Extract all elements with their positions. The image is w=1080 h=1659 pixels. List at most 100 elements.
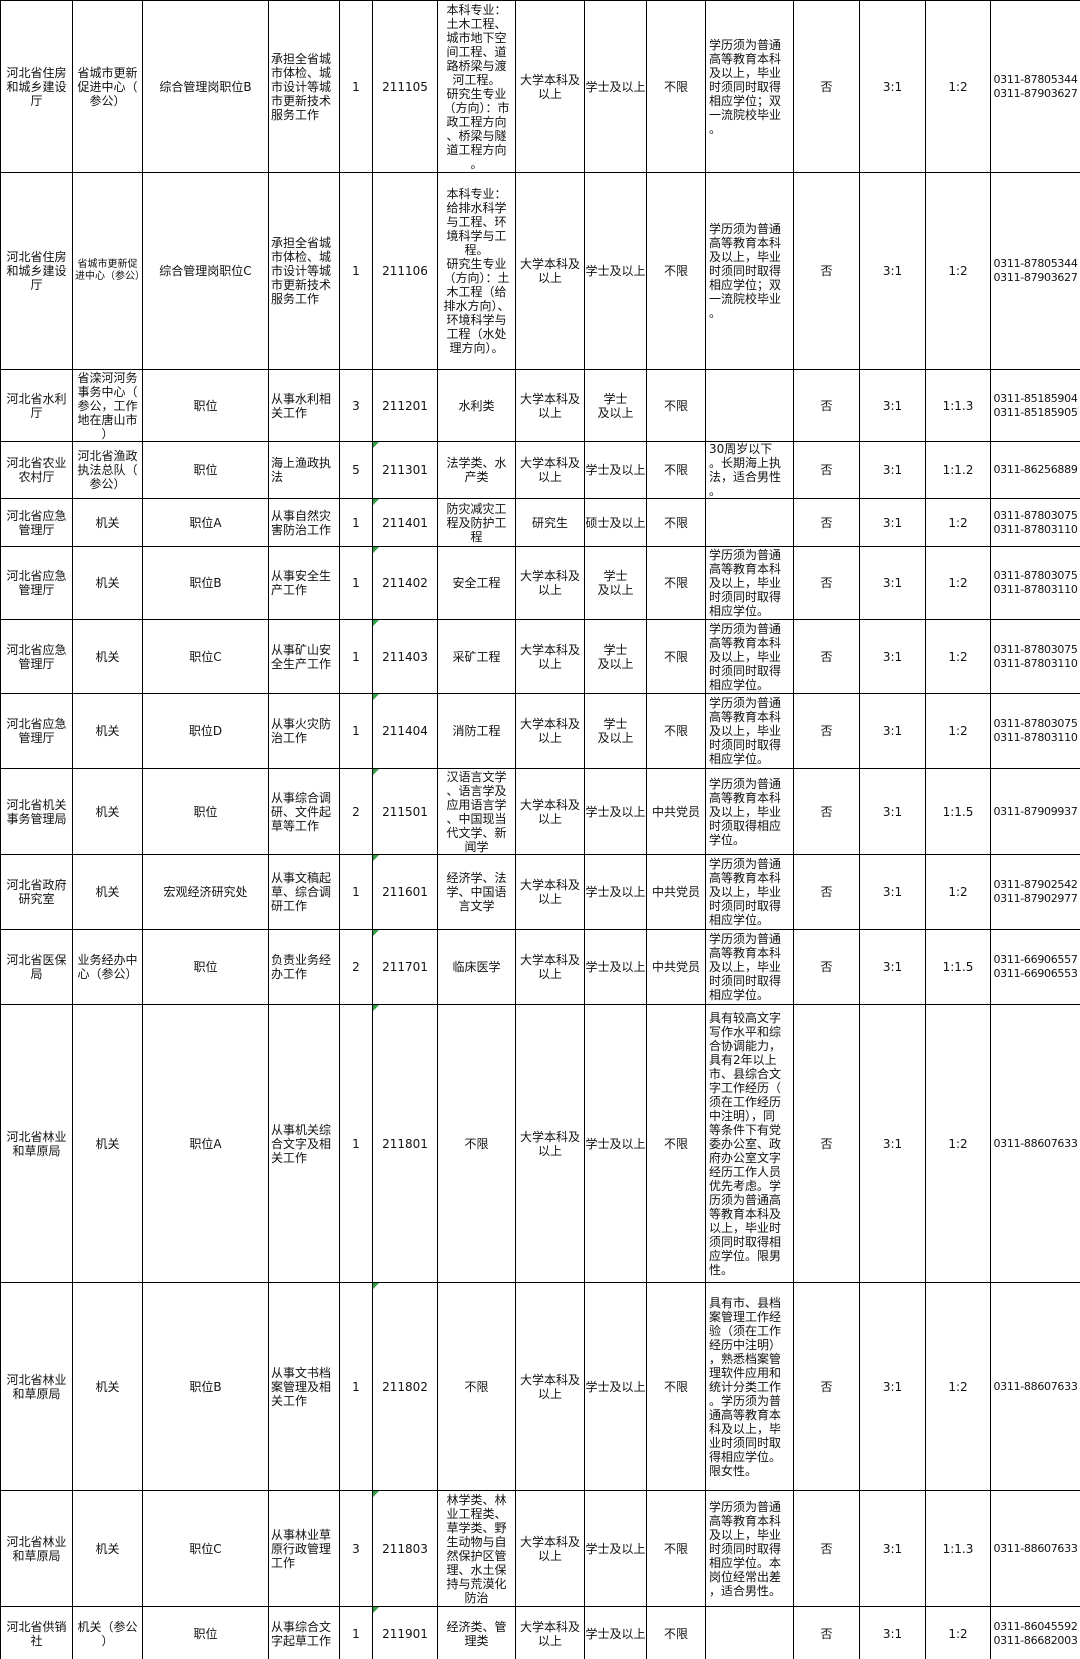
cell-position-name[interactable]: 职位C [142,619,269,694]
cell-political-status[interactable]: 不限 [646,1490,706,1607]
cell-major[interactable]: 安全工程 [437,546,516,620]
cell-org[interactable]: 河北省医保局 [0,929,73,1005]
cell-org[interactable]: 河北省机关事务管理局 [0,768,73,855]
cell-headcount[interactable]: 1 [339,693,373,769]
cell-major[interactable]: 采矿工程 [437,619,516,694]
cell-major[interactable]: 林学类、林业工程类、草学类、野生动物与自然保护区管理、水土保持与荒漠化防治 [437,1490,516,1607]
cell-degree[interactable]: 学士及以上 [584,1490,647,1607]
cell-contact-phone[interactable]: 0311-66906557 0311-66906553 [990,929,1080,1005]
cell-position-name[interactable]: 职位 [142,369,269,442]
cell-inspection-ratio[interactable]: 1:1.3 [925,1490,991,1607]
cell-interview-ratio[interactable]: 3:1 [859,693,926,769]
cell-major[interactable]: 本科专业：给排水科学与工程、环境科学与工程。 研究生专业（方向）：土木工程（给排… [437,172,516,370]
cell-interview-ratio[interactable]: 3:1 [859,619,926,694]
cell-position-name[interactable]: 职位 [142,1606,269,1659]
cell-professional-test-flag[interactable]: 否 [793,0,860,173]
cell-contact-phone[interactable]: 0311-87805344 0311-87903627 [990,172,1080,370]
cell-org[interactable]: 河北省应急管理厅 [0,546,73,620]
cell-contact-phone[interactable]: 0311-87803075 0311-87803110 [990,546,1080,620]
cell-professional-test-flag[interactable]: 否 [793,854,860,930]
cell-duties[interactable]: 从事林业草原行政管理工作 [268,1490,340,1607]
cell-contact-phone[interactable]: 0311-86045592 0311-86682003 [990,1606,1080,1659]
cell-interview-ratio[interactable]: 3:1 [859,0,926,173]
cell-position-name[interactable]: 职位A [142,1004,269,1283]
cell-political-status[interactable]: 不限 [646,619,706,694]
cell-position-name[interactable]: 宏观经济研究处 [142,854,269,930]
cell-headcount[interactable]: 3 [339,369,373,442]
cell-remarks[interactable]: 30周岁以下。长期海上执法，适合男性。 [705,441,794,499]
cell-inspection-ratio[interactable]: 1:2 [925,1004,991,1283]
cell-inspection-ratio[interactable]: 1:1.2 [925,441,991,499]
cell-unit[interactable]: 机关 [72,768,143,855]
cell-org[interactable]: 河北省林业和草原局 [0,1282,73,1491]
cell-duties[interactable]: 从事综合调研、文件起草等工作 [268,768,340,855]
cell-org[interactable]: 河北省林业和草原局 [0,1004,73,1283]
cell-headcount[interactable]: 1 [339,1004,373,1283]
cell-unit[interactable]: 省城市更新促进中心（参公） [72,172,143,370]
cell-contact-phone[interactable]: 0311-88607633 [990,1004,1080,1283]
cell-org[interactable]: 河北省住房和城乡建设厅 [0,0,73,173]
cell-position-code[interactable]: 211803 [372,1490,438,1607]
cell-major[interactable]: 水利类 [437,369,516,442]
cell-political-status[interactable]: 不限 [646,441,706,499]
cell-professional-test-flag[interactable]: 否 [793,619,860,694]
cell-professional-test-flag[interactable]: 否 [793,1282,860,1491]
cell-major[interactable]: 本科专业：土木工程、城市地下空间工程、道路桥梁与渡河工程。 研究生专业（方向）：… [437,0,516,173]
cell-interview-ratio[interactable]: 3:1 [859,546,926,620]
cell-inspection-ratio[interactable]: 1:2 [925,1606,991,1659]
cell-education[interactable]: 大学本科及以上 [515,172,585,370]
cell-degree[interactable]: 学士及以上 [584,768,647,855]
cell-degree[interactable]: 学士及以上 [584,854,647,930]
cell-contact-phone[interactable]: 0311-87803075 0311-87803110 [990,693,1080,769]
cell-unit[interactable]: 省城市更新促进中心（参公） [72,0,143,173]
cell-professional-test-flag[interactable]: 否 [793,546,860,620]
cell-position-name[interactable]: 综合管理岗职位B [142,0,269,173]
cell-position-code[interactable]: 211901 [372,1606,438,1659]
cell-major[interactable]: 临床医学 [437,929,516,1005]
cell-headcount[interactable]: 3 [339,1490,373,1607]
cell-degree[interactable]: 学士及以上 [584,0,647,173]
cell-unit[interactable]: 机关 [72,854,143,930]
cell-inspection-ratio[interactable]: 1:1.5 [925,929,991,1005]
cell-duties[interactable]: 从事综合文字起草工作 [268,1606,340,1659]
cell-professional-test-flag[interactable]: 否 [793,1004,860,1283]
cell-interview-ratio[interactable]: 3:1 [859,1004,926,1283]
cell-inspection-ratio[interactable]: 1:2 [925,1282,991,1491]
cell-org[interactable]: 河北省应急管理厅 [0,498,73,547]
cell-political-status[interactable]: 不限 [646,498,706,547]
cell-org[interactable]: 河北省供销社 [0,1606,73,1659]
cell-remarks[interactable]: 学历须为普通高等教育本科及以上，毕业时须同时取得相应学位；双一流院校毕业。 [705,0,794,173]
cell-position-name[interactable]: 职位D [142,693,269,769]
cell-position-code[interactable]: 211601 [372,854,438,930]
cell-position-code[interactable]: 211802 [372,1282,438,1491]
cell-degree[interactable]: 学士 及以上 [584,369,647,442]
cell-education[interactable]: 大学本科及以上 [515,0,585,173]
cell-interview-ratio[interactable]: 3:1 [859,854,926,930]
cell-unit[interactable]: 机关 [72,1004,143,1283]
cell-headcount[interactable]: 1 [339,1282,373,1491]
cell-education[interactable]: 大学本科及以上 [515,441,585,499]
cell-inspection-ratio[interactable]: 1:2 [925,693,991,769]
cell-major[interactable]: 消防工程 [437,693,516,769]
cell-unit[interactable]: 省滦河河务事务中心（参公，工作地在唐山市） [72,369,143,442]
cell-contact-phone[interactable]: 0311-88607633 [990,1490,1080,1607]
cell-professional-test-flag[interactable]: 否 [793,768,860,855]
cell-professional-test-flag[interactable]: 否 [793,172,860,370]
cell-professional-test-flag[interactable]: 否 [793,498,860,547]
cell-degree[interactable]: 学士及以上 [584,1606,647,1659]
cell-major[interactable]: 防灾减灾工程及防护工程 [437,498,516,547]
cell-degree[interactable]: 学士及以上 [584,929,647,1005]
cell-position-code[interactable]: 211801 [372,1004,438,1283]
cell-major[interactable]: 法学类、水产类 [437,441,516,499]
cell-major[interactable]: 汉语言文学、语言学及应用语言学、中国现当代文学、新闻学 [437,768,516,855]
cell-education[interactable]: 大学本科及以上 [515,1606,585,1659]
cell-political-status[interactable]: 中共党员 [646,929,706,1005]
cell-unit[interactable]: 机关 [72,498,143,547]
cell-headcount[interactable]: 2 [339,929,373,1005]
cell-interview-ratio[interactable]: 3:1 [859,929,926,1005]
cell-education[interactable]: 大学本科及以上 [515,693,585,769]
cell-political-status[interactable]: 不限 [646,369,706,442]
cell-unit[interactable]: 河北省渔政执法总队（参公） [72,441,143,499]
cell-major[interactable]: 经济类、管理类 [437,1606,516,1659]
cell-degree[interactable]: 学士及以上 [584,1004,647,1283]
